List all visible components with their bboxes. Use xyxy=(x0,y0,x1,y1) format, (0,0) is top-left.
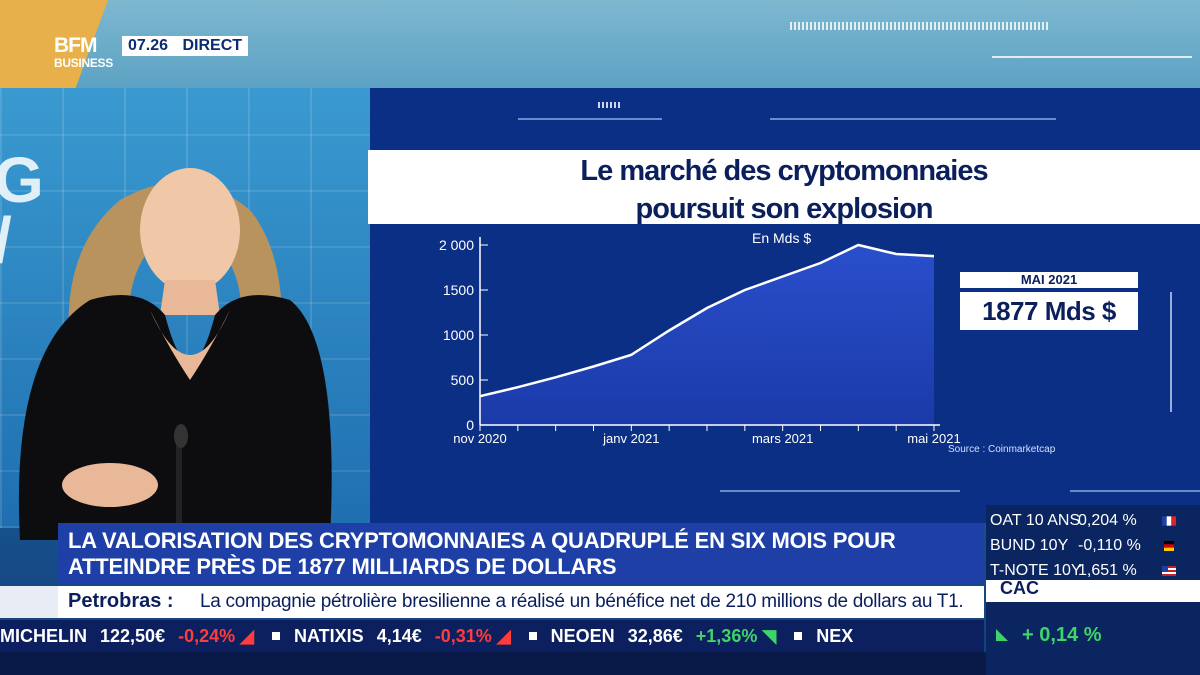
ticker-separator xyxy=(794,632,803,641)
index-change: + 0,14 % xyxy=(996,624,1102,647)
stock-ticker: MICHELIN 122,50€ -0,24% ◢ NATIXIS 4,14€ … xyxy=(0,620,984,652)
bottom-strip xyxy=(0,652,986,675)
down-arrow-icon: ◢ xyxy=(496,626,511,646)
panel-line xyxy=(720,490,960,492)
news-ticker-edge xyxy=(0,586,58,618)
ticker-separator xyxy=(272,632,281,641)
panel-line xyxy=(1070,490,1200,492)
chart-unit-label: En Mds $ xyxy=(752,230,812,246)
y-tick-label: 2 000 xyxy=(439,237,474,253)
rate-name: BUND 10Y xyxy=(990,537,1069,554)
stock-name: NEOEN xyxy=(550,626,615,646)
decorative-line xyxy=(992,56,1192,58)
stock-value: 32,86€ xyxy=(627,626,683,646)
y-tick-label: 1000 xyxy=(443,327,474,343)
news-ticker: Petrobras : La compagnie pétrolière bres… xyxy=(58,586,984,618)
stock-name: NEX xyxy=(816,626,854,646)
chart-series-line xyxy=(479,243,935,398)
stock-item: NEOEN 32,86€ +1,36% ◥ xyxy=(551,620,777,652)
x-tick-label: mai 2021 xyxy=(907,431,960,446)
stock-item: NATIXIS 4,14€ -0,31% ◢ xyxy=(294,620,511,652)
panel-line xyxy=(770,118,1056,120)
stock-value: 4,14€ xyxy=(376,626,422,646)
stock-item: MICHELIN 122,50€ -0,24% ◢ xyxy=(0,620,254,652)
stock-item: NEX xyxy=(816,620,853,652)
chart-source: Source : Coinmarketcap xyxy=(948,444,1056,455)
bfm-business-logo: BFM BUSINESS xyxy=(54,34,118,78)
logo-text-bottom: BUSINESS xyxy=(54,56,113,70)
y-tick-label: 500 xyxy=(451,372,475,388)
y-tick-label: 0 xyxy=(466,417,474,433)
x-tick-label: mars 2021 xyxy=(752,431,813,446)
chart-title-line2: poursuit son explosion xyxy=(635,193,933,225)
up-arrow-icon: ◥ xyxy=(762,626,777,646)
decorative-dots xyxy=(790,22,1050,30)
stock-change: -0,24% xyxy=(178,626,236,646)
stock-name: NATIXIS xyxy=(294,626,364,646)
down-arrow-icon: ◢ xyxy=(240,626,255,646)
rate-value: 1,651 % xyxy=(1078,562,1137,579)
rate-name: OAT 10 ANS xyxy=(990,512,1081,529)
bond-rates: OAT 10 ANS 0,204 % BUND 10Y -0,110 % T-N… xyxy=(986,508,1200,583)
headline-line1: LA VALORISATION DES CRYPTOMONNAIES A QUA… xyxy=(68,528,896,553)
us-flag-icon xyxy=(1162,566,1176,576)
presenter xyxy=(18,168,332,540)
index-change-value: + 0,14 % xyxy=(1022,624,1102,646)
logo-text-top: BFM xyxy=(54,34,98,57)
headline-line2: ATTEINDRE PRÈS DE 1877 MILLIARDS DE DOLL… xyxy=(68,554,617,579)
headline-banner: LA VALORISATION DES CRYPTOMONNAIES A QUA… xyxy=(58,523,984,583)
panel-line xyxy=(518,118,662,120)
rate-name: T-NOTE 10Y xyxy=(990,562,1082,579)
ticker-separator xyxy=(528,632,537,641)
stock-change: -0,31% xyxy=(434,626,492,646)
news-label: Petrobras : xyxy=(68,590,174,612)
rate-row: OAT 10 ANS 0,204 % xyxy=(986,508,1200,533)
studio-backdrop-letters: G/ xyxy=(0,144,44,272)
stock-change: +1,36% xyxy=(695,626,758,646)
rate-value: -0,110 % xyxy=(1078,537,1141,554)
up-arrow-icon xyxy=(996,629,1008,641)
stock-value: 122,50€ xyxy=(100,626,166,646)
x-tick-label: janv 2021 xyxy=(602,431,659,446)
france-flag-icon xyxy=(1162,516,1176,526)
chart-title-line1: Le marché des cryptomonnaies xyxy=(580,155,988,187)
callout-value: 1877 Mds $ xyxy=(960,292,1138,330)
chart-area xyxy=(480,245,934,425)
stock-name: MICHELIN xyxy=(0,626,87,646)
y-tick-label: 1500 xyxy=(443,282,474,298)
germany-flag-icon xyxy=(1164,541,1174,551)
rate-row: BUND 10Y -0,110 % xyxy=(986,533,1200,558)
chart-title-box: Le marché des cryptomonnaies poursuit so… xyxy=(368,150,1200,225)
news-text: La compagnie pétrolière bresilienne a ré… xyxy=(200,591,964,612)
panel-decoration xyxy=(598,102,620,108)
time-badge: 07.26 DIRECT xyxy=(122,36,249,56)
rate-value: 0,204 % xyxy=(1078,512,1137,529)
index-row: CAC xyxy=(986,578,1200,602)
index-name: CAC xyxy=(1000,578,1039,598)
decorative-vertical-line xyxy=(1170,292,1172,412)
clock-time: 07.26 xyxy=(128,37,169,54)
rate-row: T-NOTE 10Y 1,651 % xyxy=(986,558,1200,583)
x-tick-label: nov 2020 xyxy=(453,431,507,446)
callout-label: MAI 2021 xyxy=(960,272,1138,288)
live-label: DIRECT xyxy=(182,37,243,54)
